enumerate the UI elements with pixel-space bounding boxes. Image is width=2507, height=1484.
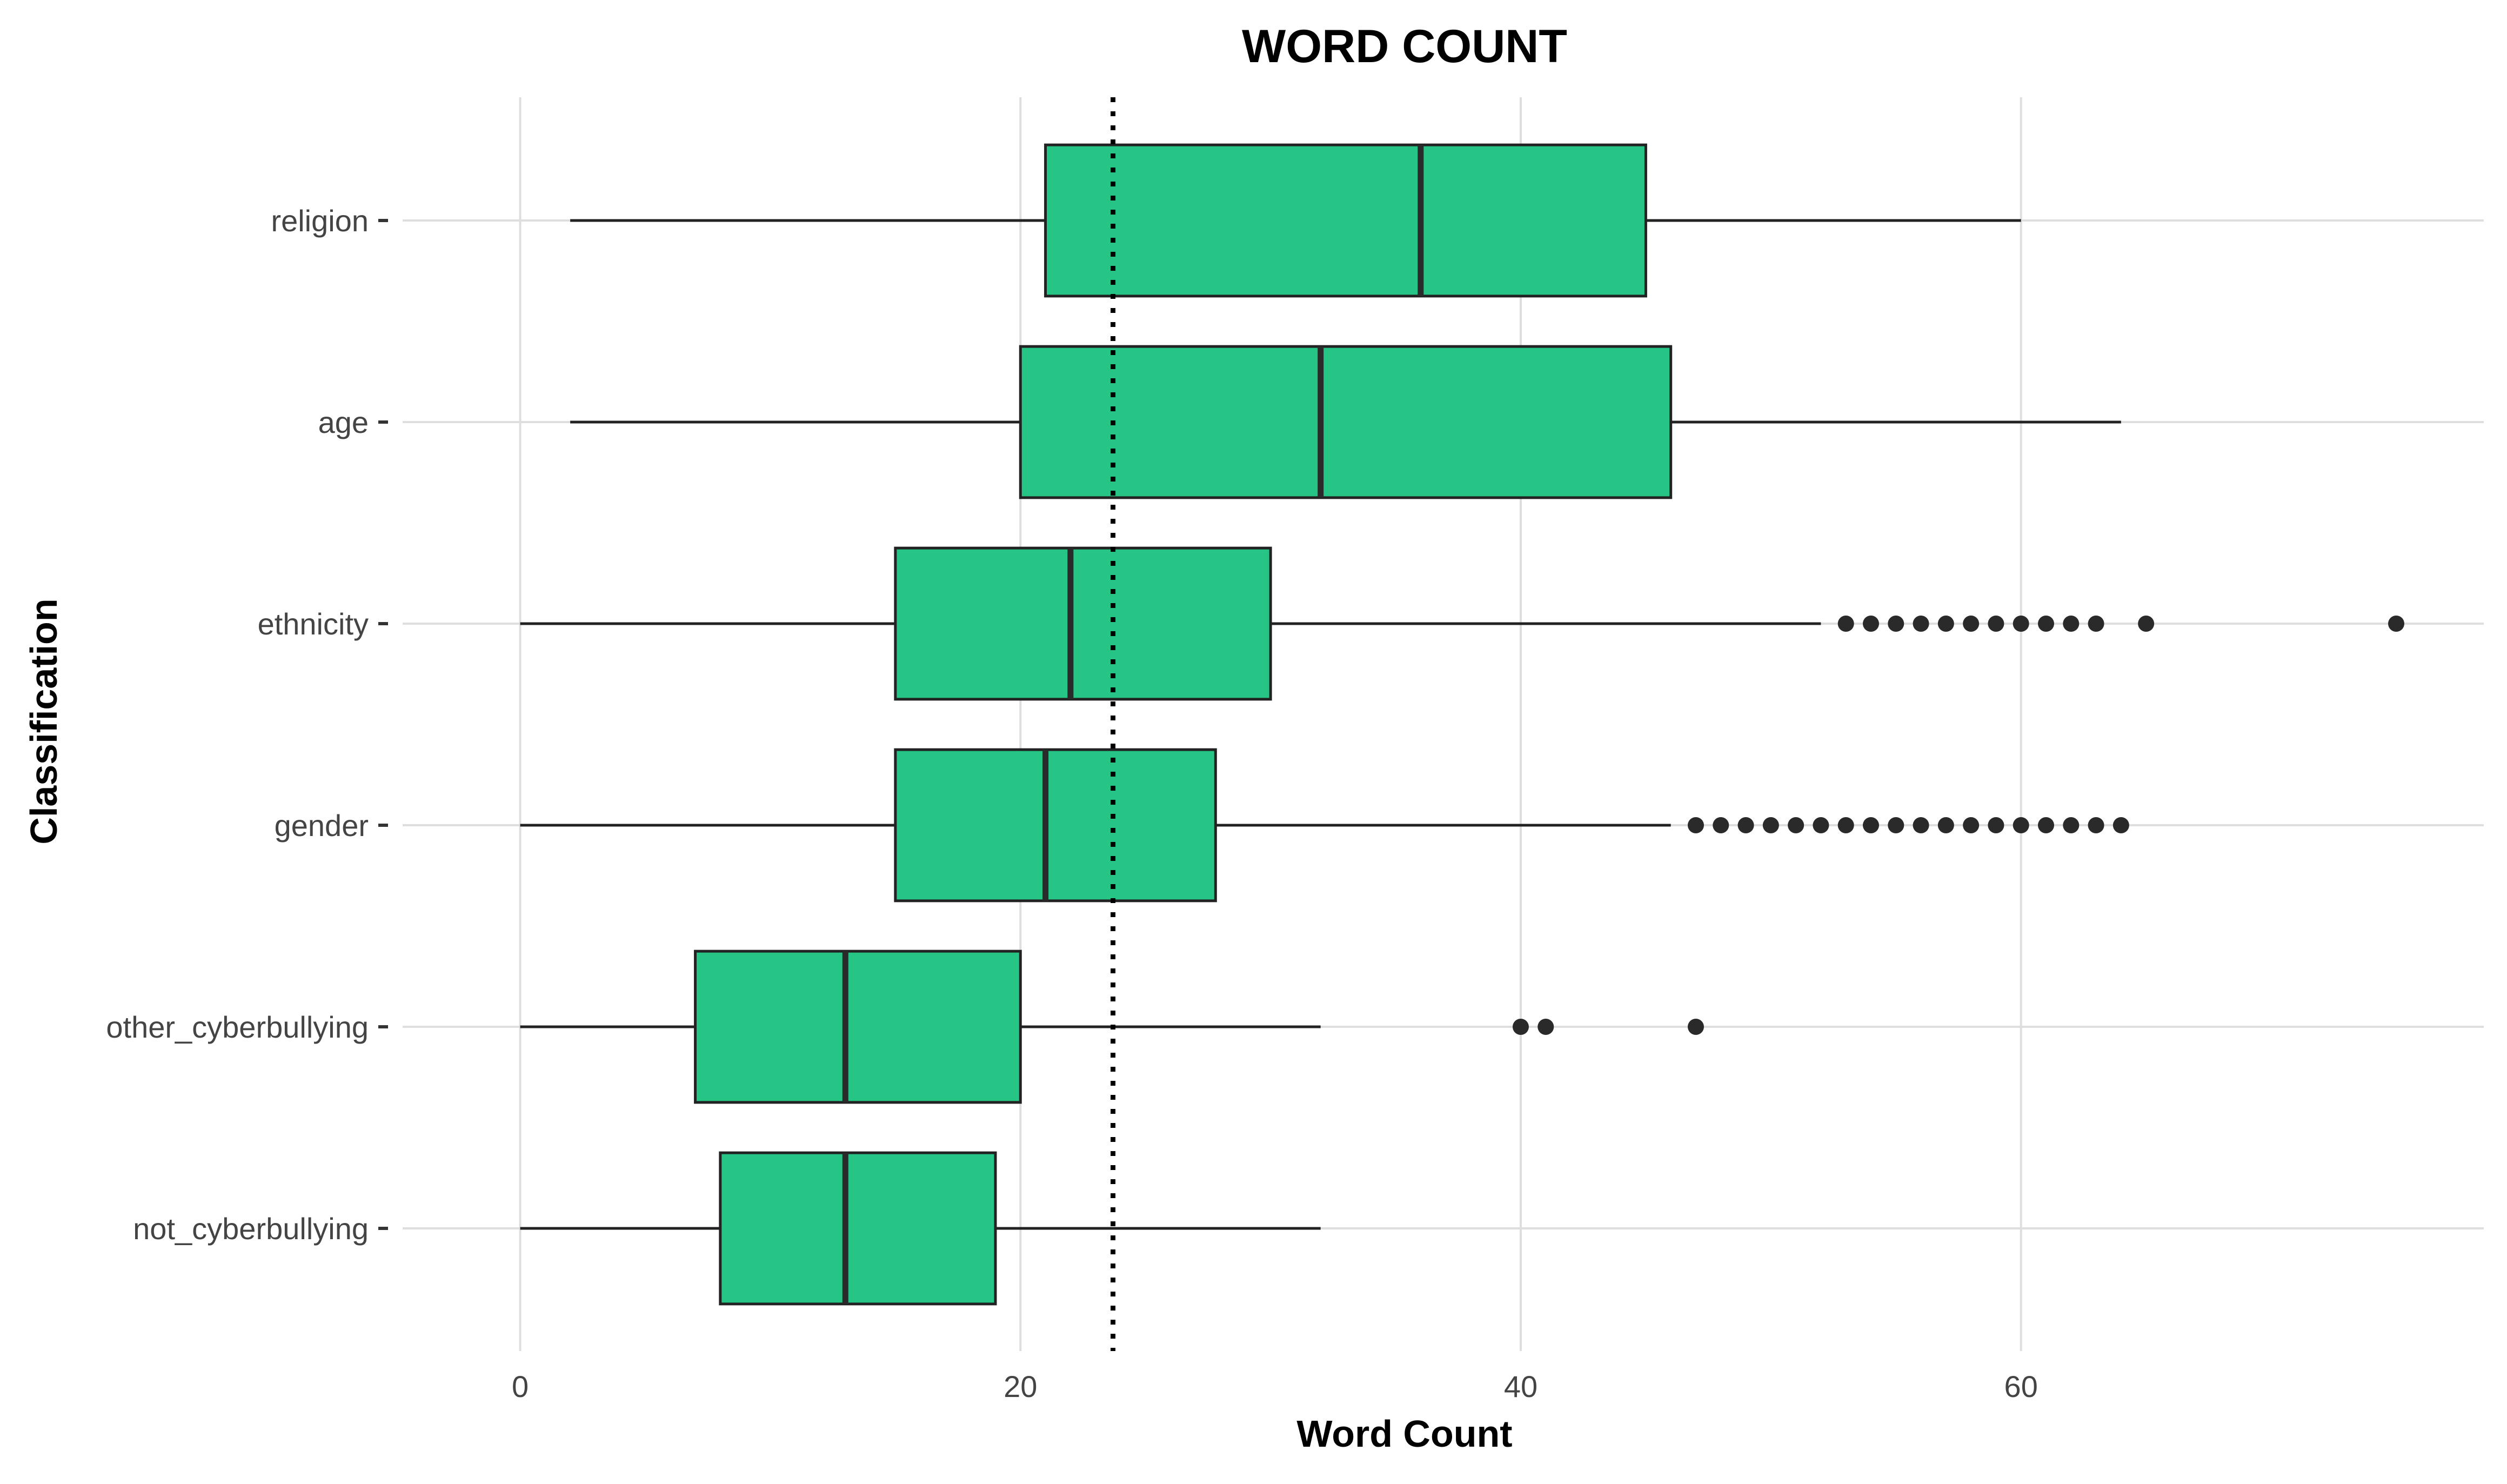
outlier-point [1913,616,1929,632]
box-group-religion [570,143,2021,298]
outlier-point [1937,817,1954,833]
outlier-point [1963,817,1980,833]
box-group-other_cyberbullying [520,950,1704,1104]
y-tick-label: ethnicity [258,607,369,641]
outlier-point [1837,817,1854,833]
outlier-point [1512,1019,1529,1035]
outlier-point [1713,817,1729,833]
outlier-point [2112,817,2129,833]
outlier-point [2013,817,2029,833]
box-group-gender [520,748,2129,903]
box-layer [520,143,2404,1306]
outlier-point [1762,817,1779,833]
outlier-point [1737,817,1754,833]
x-tick-label: 20 [1004,1369,1037,1403]
outlier-point [2088,817,2104,833]
box-iqr [894,546,1272,701]
outlier-point [1888,817,1904,833]
outlier-point [1537,1019,1554,1035]
outlier-point [1837,616,1854,632]
outlier-point [2063,817,2080,833]
box-group-not_cyberbullying [520,1151,1321,1306]
box-group-age [570,345,2121,499]
y-tick-label: age [318,405,369,439]
outlier-point [1913,817,1929,833]
y-tick-label: gender [275,808,369,843]
outlier-point [1687,1019,1704,1035]
outlier-point [2388,616,2404,632]
outlier-point [1988,817,2004,833]
x-tick-label: 40 [1504,1369,1537,1403]
y-tick-label: other_cyberbullying [106,1010,369,1044]
outlier-point [2037,817,2054,833]
outlier-point [2037,616,2054,632]
box-iqr [894,748,1217,903]
box-iqr [719,1151,997,1306]
outlier-point [1862,817,1879,833]
outlier-point [1988,616,2004,632]
x-axis-title: Word Count [1296,1413,1512,1455]
x-tick-label: 0 [512,1369,529,1403]
tick-label-layer: 0 20 40 60 religion age ethnicity gender other_c… [106,204,2037,1403]
box-iqr [1044,143,1647,298]
outlier-point [1862,616,1879,632]
box-group-ethnicity [520,546,2404,701]
outlier-point [1687,817,1704,833]
outlier-point [2138,616,2155,632]
outlier-point [1813,817,1829,833]
outlier-point [2013,616,2029,632]
box-iqr [694,950,1022,1104]
outlier-point [1888,616,1904,632]
box-iqr [1019,345,1673,499]
chart-title: WORD COUNT [1242,21,1567,72]
y-axis-title: Classification [23,598,65,844]
outlier-point [1788,817,1804,833]
y-tick-label: not_cyberbullying [133,1212,369,1246]
outlier-point [2063,616,2080,632]
y-tick-label: religion [271,204,369,238]
outlier-point [1963,616,1980,632]
outlier-point [1937,616,1954,632]
x-tick-label: 60 [2004,1369,2038,1403]
outlier-point [2088,616,2104,632]
